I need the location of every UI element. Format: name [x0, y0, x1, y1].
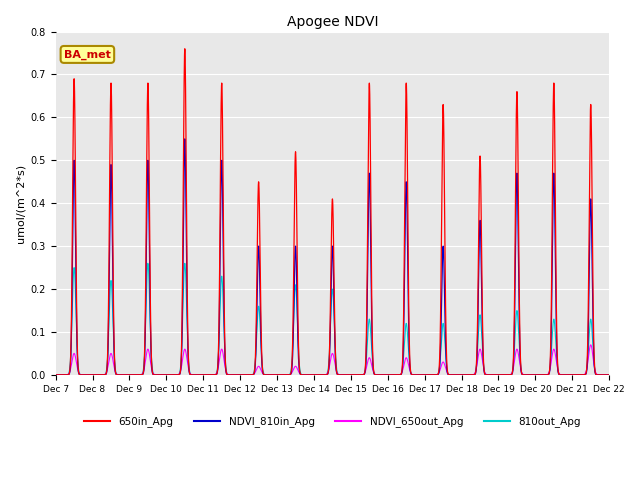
810out_Apg — [52, 372, 60, 378]
650in_Apg — [170, 372, 178, 378]
Title: Apogee NDVI: Apogee NDVI — [287, 15, 378, 29]
Legend: 650in_Apg, NDVI_810in_Apg, NDVI_650out_Apg, 810out_Apg: 650in_Apg, NDVI_810in_Apg, NDVI_650out_A… — [80, 412, 585, 432]
NDVI_650out_Apg — [259, 371, 267, 376]
NDVI_650out_Apg — [604, 372, 611, 378]
810out_Apg — [604, 372, 611, 378]
650in_Apg — [164, 372, 172, 378]
810out_Apg — [144, 261, 152, 266]
650in_Apg — [52, 372, 60, 378]
810out_Apg — [488, 372, 495, 378]
NDVI_650out_Apg — [605, 372, 613, 378]
NDVI_650out_Apg — [488, 372, 495, 378]
NDVI_810in_Apg — [170, 372, 178, 378]
NDVI_810in_Apg — [488, 372, 495, 378]
NDVI_650out_Apg — [273, 372, 281, 378]
810out_Apg — [170, 372, 178, 378]
NDVI_810in_Apg — [604, 372, 611, 378]
NDVI_650out_Apg — [170, 372, 178, 378]
NDVI_810in_Apg — [181, 136, 189, 142]
NDVI_810in_Apg — [164, 372, 172, 378]
Line: 810out_Apg: 810out_Apg — [56, 264, 609, 375]
650in_Apg — [181, 46, 189, 52]
NDVI_650out_Apg — [52, 372, 60, 378]
NDVI_810in_Apg — [409, 372, 417, 378]
810out_Apg — [259, 368, 267, 373]
NDVI_650out_Apg — [587, 342, 595, 348]
650in_Apg — [605, 372, 613, 378]
Line: 650in_Apg: 650in_Apg — [56, 49, 609, 375]
810out_Apg — [605, 372, 613, 378]
Text: BA_met: BA_met — [64, 49, 111, 60]
Y-axis label: umol/(m^2*s): umol/(m^2*s) — [15, 164, 25, 243]
650in_Apg — [409, 372, 417, 378]
810out_Apg — [409, 372, 417, 378]
Line: NDVI_650out_Apg: NDVI_650out_Apg — [56, 345, 609, 375]
650in_Apg — [259, 369, 267, 375]
NDVI_650out_Apg — [409, 372, 417, 378]
650in_Apg — [604, 372, 611, 378]
650in_Apg — [488, 372, 495, 378]
NDVI_810in_Apg — [259, 370, 267, 376]
Line: NDVI_810in_Apg: NDVI_810in_Apg — [56, 139, 609, 375]
NDVI_810in_Apg — [52, 372, 60, 378]
NDVI_650out_Apg — [164, 372, 172, 378]
810out_Apg — [164, 372, 172, 378]
NDVI_810in_Apg — [605, 372, 613, 378]
